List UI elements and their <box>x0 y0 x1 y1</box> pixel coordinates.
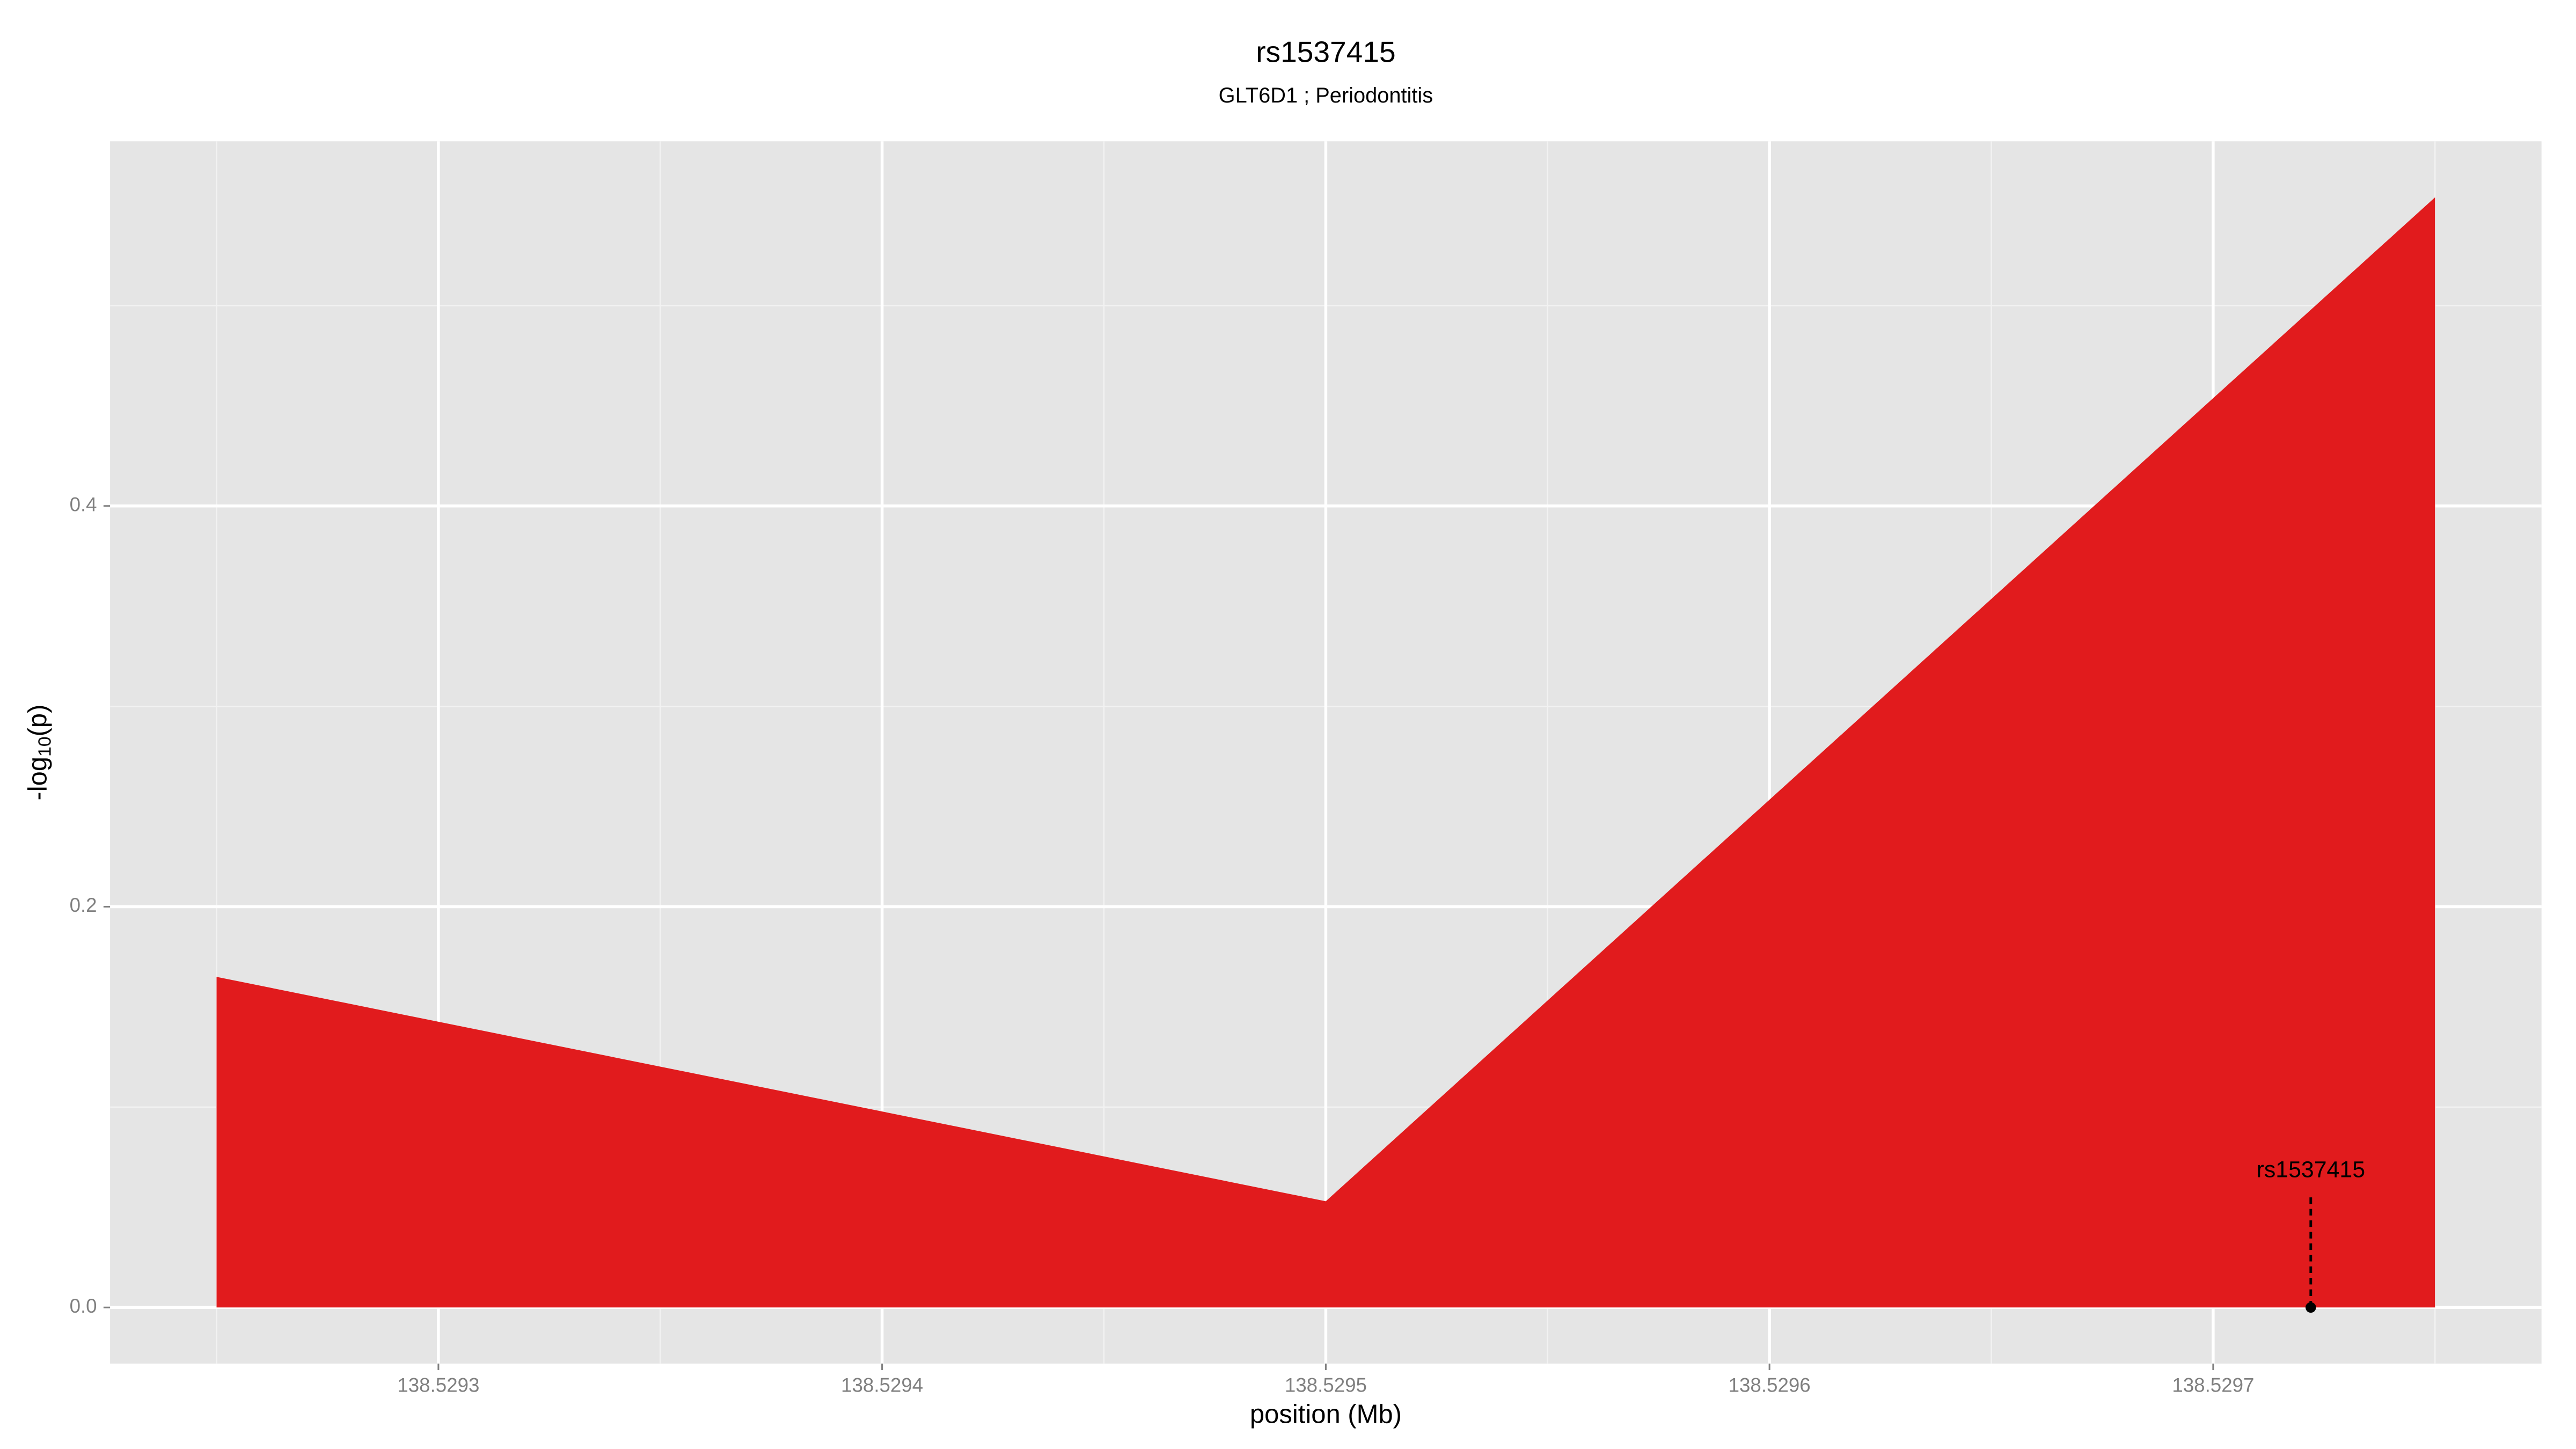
y-tick-label: 0.4 <box>70 494 97 516</box>
area <box>216 197 2435 1308</box>
y-axis-title-part: (p) <box>23 705 52 737</box>
x-tick-label: 138.5293 <box>397 1374 479 1396</box>
y-tick-label: 0.0 <box>70 1295 97 1317</box>
x-tick-label: 138.5297 <box>2172 1374 2254 1396</box>
x-axis-title: position (Mb) <box>1250 1400 1402 1429</box>
chart-subtitle: GLT6D1 ; Periodontitis <box>1219 84 1433 107</box>
y-axis-title-part: -log <box>23 757 52 801</box>
x-tick-label: 138.5296 <box>1729 1374 1811 1396</box>
y-axis-title-sub: 10 <box>35 736 55 756</box>
annotation-point <box>2306 1302 2316 1313</box>
y-tick-label: 0.2 <box>70 894 97 916</box>
x-tick-label: 138.5294 <box>841 1374 923 1396</box>
annotation-label: rs1537415 <box>2257 1157 2365 1183</box>
y-axis-title: -log10(p) <box>23 705 55 801</box>
chart-title: rs1537415 <box>1256 35 1395 69</box>
x-tick-label: 138.5295 <box>1285 1374 1367 1396</box>
